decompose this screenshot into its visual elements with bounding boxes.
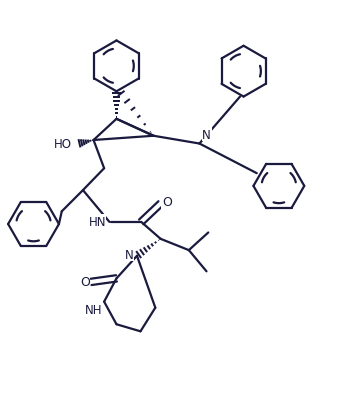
Text: HO: HO <box>54 138 72 151</box>
Text: HN: HN <box>88 215 106 228</box>
Text: NH: NH <box>85 304 102 317</box>
Text: N: N <box>202 128 211 141</box>
Text: O: O <box>162 196 172 209</box>
Text: N: N <box>125 248 133 261</box>
Text: O: O <box>80 276 90 289</box>
